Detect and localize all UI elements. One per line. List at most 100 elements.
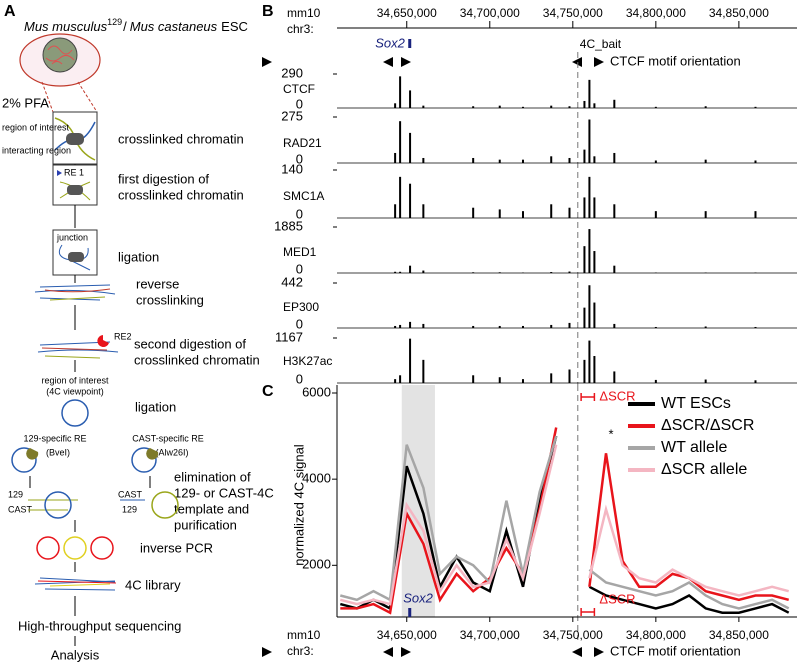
track-bar xyxy=(704,159,707,163)
track-bar xyxy=(704,211,707,218)
step: purification xyxy=(174,517,237,532)
strand xyxy=(44,288,111,293)
track-label: RAD21 xyxy=(283,136,322,150)
step: second digestion of xyxy=(134,336,246,351)
strain-label: 129 xyxy=(122,504,137,514)
step: 129- or CAST-4C xyxy=(174,485,274,500)
circle xyxy=(44,491,72,519)
title: Mus musculus129/Mus castaneus ESC xyxy=(24,17,248,34)
label: 129-specific RE xyxy=(23,433,86,443)
legend-label: ΔSCR/ΔSCR xyxy=(661,417,754,434)
track-bar xyxy=(409,265,412,273)
panel-label: C xyxy=(262,383,274,400)
track-bar xyxy=(399,176,402,218)
x-tick-label: 34,650,000 xyxy=(377,6,437,20)
nucleus xyxy=(42,37,78,73)
gene-label: Sox2 xyxy=(403,590,433,605)
label: region of interest xyxy=(2,122,70,132)
track-tick-label: 140 xyxy=(281,161,303,176)
genome-label: mm10 xyxy=(287,628,321,642)
step: inverse PCR xyxy=(140,540,213,555)
track-bar xyxy=(422,323,425,328)
strand xyxy=(49,583,111,587)
circle xyxy=(63,536,87,560)
track-label: EP300 xyxy=(283,300,319,314)
label: CAST-specific RE xyxy=(132,433,204,443)
enzyme xyxy=(146,448,159,460)
x-tick-label: 34,800,000 xyxy=(626,6,686,20)
step: ligation xyxy=(118,249,159,264)
track-bar xyxy=(593,356,596,383)
motif-triangles xyxy=(262,57,604,657)
track-label: H3K27ac xyxy=(283,354,332,368)
track-bar xyxy=(583,197,586,218)
motif-label: CTCF motif orientation xyxy=(610,53,741,68)
track-bar xyxy=(704,106,707,108)
track-bar xyxy=(613,265,616,273)
track-label: SMC1A xyxy=(283,189,324,203)
series-line xyxy=(339,435,790,610)
track-bar xyxy=(588,176,591,218)
track-bar xyxy=(588,79,591,108)
label: (Alw26I) xyxy=(155,447,188,457)
legend-label: ΔSCR allele xyxy=(661,461,747,478)
track-bar xyxy=(568,106,571,108)
strands xyxy=(34,284,116,301)
track-tick-label: 1885 xyxy=(274,218,303,233)
region-bracket xyxy=(580,608,596,616)
x-tick-label: 34,650,000 xyxy=(377,628,437,642)
track-tick-label: 0 xyxy=(296,261,303,276)
x-tick-label: 34,850,000 xyxy=(709,628,769,642)
circle xyxy=(11,447,37,473)
track-bar xyxy=(521,379,524,383)
track-tick-label: 0 xyxy=(296,316,303,331)
track-bar xyxy=(399,324,402,328)
track-bar xyxy=(422,204,425,218)
track-bar xyxy=(409,183,412,218)
enzyme xyxy=(57,170,62,176)
enzyme xyxy=(97,335,109,347)
track-bar xyxy=(613,323,616,328)
track-bar xyxy=(472,325,475,328)
chrom-label: chr3: xyxy=(287,22,314,36)
panel-label: B xyxy=(262,3,274,20)
track-bar xyxy=(498,105,501,108)
track-bar xyxy=(498,159,501,163)
y-tick-label: 4000 xyxy=(302,471,331,486)
track-bar xyxy=(394,271,397,273)
step: High-throughput sequencing xyxy=(18,618,181,633)
track-bar xyxy=(754,106,757,108)
motif-label: CTCF motif orientation xyxy=(610,643,741,658)
gene xyxy=(408,39,412,48)
label: (4C viewpoint) xyxy=(46,386,104,396)
track-bar xyxy=(422,105,425,108)
track-bar xyxy=(521,159,524,163)
track-bar xyxy=(654,160,657,163)
genome-label: mm10 xyxy=(287,6,321,20)
circle xyxy=(61,399,89,427)
label: junction xyxy=(56,232,88,242)
circle xyxy=(36,536,60,560)
track-bar xyxy=(568,369,571,383)
species: Mus musculus xyxy=(24,19,108,34)
zoom-line xyxy=(77,81,98,113)
track-bar xyxy=(409,90,412,108)
strand xyxy=(44,355,101,359)
x-tick-label: 34,750,000 xyxy=(543,628,603,642)
track-bar xyxy=(593,197,596,218)
y-tick-label: 6000 xyxy=(302,384,331,399)
step: first digestion of xyxy=(118,171,209,186)
track-bar xyxy=(583,359,586,383)
region-label: ΔSCR xyxy=(599,591,635,606)
track-tick-label: 290 xyxy=(281,65,303,80)
track-bar xyxy=(409,132,412,163)
step: template and xyxy=(174,501,249,516)
track-bar xyxy=(394,379,397,383)
track-bar xyxy=(399,375,402,383)
track-bar xyxy=(409,321,412,328)
circle xyxy=(151,491,179,519)
x-tick-label: 34,700,000 xyxy=(460,6,520,20)
circle xyxy=(90,536,114,560)
step: crosslinked chromatin xyxy=(118,131,244,146)
